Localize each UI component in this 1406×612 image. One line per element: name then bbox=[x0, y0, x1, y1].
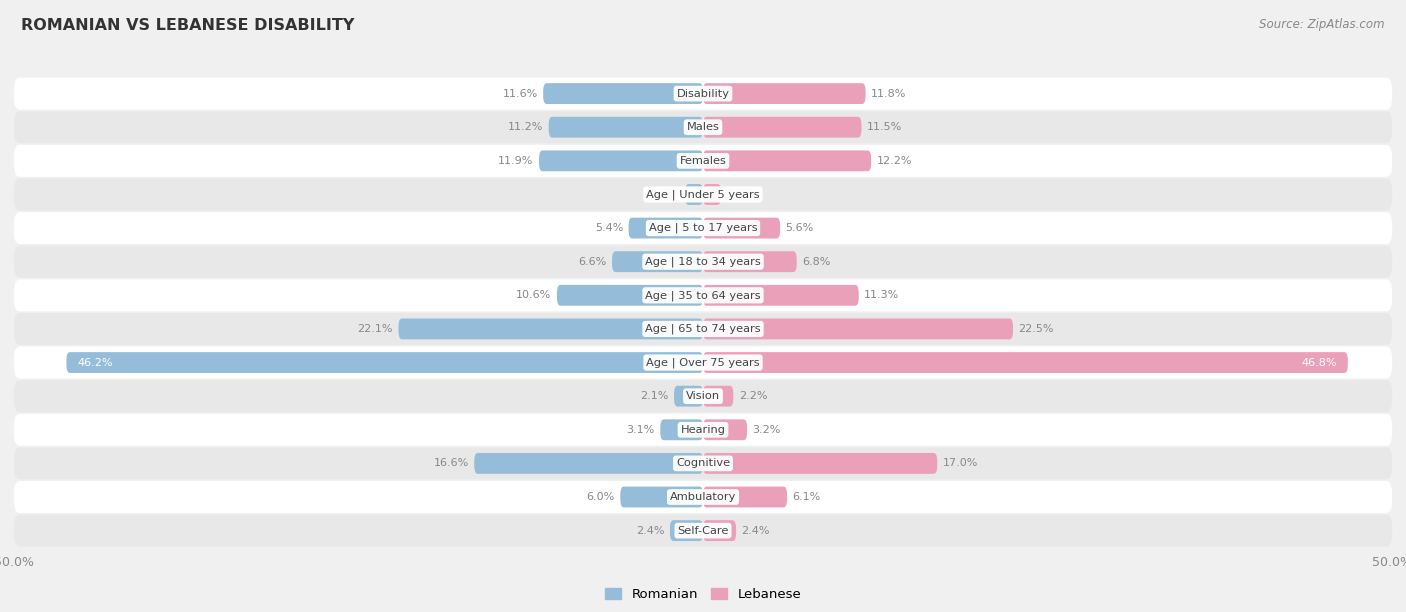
Text: Vision: Vision bbox=[686, 391, 720, 401]
FancyBboxPatch shape bbox=[14, 179, 1392, 211]
FancyBboxPatch shape bbox=[703, 419, 747, 440]
FancyBboxPatch shape bbox=[703, 218, 780, 239]
Text: 6.0%: 6.0% bbox=[586, 492, 614, 502]
Text: 6.1%: 6.1% bbox=[793, 492, 821, 502]
Text: 11.9%: 11.9% bbox=[498, 156, 533, 166]
Text: 46.8%: 46.8% bbox=[1302, 357, 1337, 368]
Text: 3.1%: 3.1% bbox=[627, 425, 655, 435]
Text: Age | Under 5 years: Age | Under 5 years bbox=[647, 189, 759, 200]
FancyBboxPatch shape bbox=[14, 111, 1392, 143]
Text: Age | Over 75 years: Age | Over 75 years bbox=[647, 357, 759, 368]
FancyBboxPatch shape bbox=[398, 318, 703, 339]
Text: Self-Care: Self-Care bbox=[678, 526, 728, 536]
Text: 2.4%: 2.4% bbox=[636, 526, 665, 536]
FancyBboxPatch shape bbox=[14, 346, 1392, 378]
Text: Age | 65 to 74 years: Age | 65 to 74 years bbox=[645, 324, 761, 334]
FancyBboxPatch shape bbox=[685, 184, 703, 205]
Text: Disability: Disability bbox=[676, 89, 730, 99]
FancyBboxPatch shape bbox=[14, 447, 1392, 479]
Text: 2.4%: 2.4% bbox=[741, 526, 770, 536]
Text: 2.2%: 2.2% bbox=[738, 391, 768, 401]
FancyBboxPatch shape bbox=[543, 83, 703, 104]
Text: 6.6%: 6.6% bbox=[578, 256, 606, 267]
FancyBboxPatch shape bbox=[14, 414, 1392, 446]
FancyBboxPatch shape bbox=[669, 520, 703, 541]
FancyBboxPatch shape bbox=[703, 117, 862, 138]
FancyBboxPatch shape bbox=[14, 279, 1392, 312]
Text: Cognitive: Cognitive bbox=[676, 458, 730, 468]
Text: 22.5%: 22.5% bbox=[1018, 324, 1054, 334]
FancyBboxPatch shape bbox=[703, 184, 721, 205]
Text: 11.3%: 11.3% bbox=[865, 290, 900, 300]
Text: 16.6%: 16.6% bbox=[433, 458, 468, 468]
Text: 11.2%: 11.2% bbox=[508, 122, 543, 132]
FancyBboxPatch shape bbox=[673, 386, 703, 406]
FancyBboxPatch shape bbox=[548, 117, 703, 138]
FancyBboxPatch shape bbox=[474, 453, 703, 474]
Text: 11.5%: 11.5% bbox=[868, 122, 903, 132]
FancyBboxPatch shape bbox=[620, 487, 703, 507]
FancyBboxPatch shape bbox=[703, 83, 866, 104]
Text: Source: ZipAtlas.com: Source: ZipAtlas.com bbox=[1260, 18, 1385, 31]
FancyBboxPatch shape bbox=[14, 212, 1392, 244]
Text: 5.4%: 5.4% bbox=[595, 223, 623, 233]
FancyBboxPatch shape bbox=[14, 380, 1392, 412]
FancyBboxPatch shape bbox=[66, 352, 703, 373]
FancyBboxPatch shape bbox=[14, 313, 1392, 345]
Text: 11.6%: 11.6% bbox=[502, 89, 537, 99]
Text: 2.1%: 2.1% bbox=[640, 391, 669, 401]
FancyBboxPatch shape bbox=[612, 252, 703, 272]
Text: Females: Females bbox=[679, 156, 727, 166]
Text: 46.2%: 46.2% bbox=[77, 357, 112, 368]
Text: 5.6%: 5.6% bbox=[786, 223, 814, 233]
Text: 12.2%: 12.2% bbox=[876, 156, 912, 166]
Text: 1.3%: 1.3% bbox=[727, 190, 755, 200]
FancyBboxPatch shape bbox=[14, 515, 1392, 547]
FancyBboxPatch shape bbox=[14, 145, 1392, 177]
Text: 1.3%: 1.3% bbox=[651, 190, 679, 200]
Text: 11.8%: 11.8% bbox=[872, 89, 907, 99]
FancyBboxPatch shape bbox=[661, 419, 703, 440]
Legend: Romanian, Lebanese: Romanian, Lebanese bbox=[599, 583, 807, 606]
FancyBboxPatch shape bbox=[703, 352, 1348, 373]
FancyBboxPatch shape bbox=[14, 78, 1392, 110]
FancyBboxPatch shape bbox=[703, 487, 787, 507]
Text: Ambulatory: Ambulatory bbox=[669, 492, 737, 502]
Text: Hearing: Hearing bbox=[681, 425, 725, 435]
FancyBboxPatch shape bbox=[703, 520, 737, 541]
FancyBboxPatch shape bbox=[628, 218, 703, 239]
FancyBboxPatch shape bbox=[538, 151, 703, 171]
Text: Age | 18 to 34 years: Age | 18 to 34 years bbox=[645, 256, 761, 267]
FancyBboxPatch shape bbox=[703, 453, 938, 474]
FancyBboxPatch shape bbox=[703, 386, 734, 406]
FancyBboxPatch shape bbox=[703, 318, 1012, 339]
Text: 22.1%: 22.1% bbox=[357, 324, 392, 334]
FancyBboxPatch shape bbox=[557, 285, 703, 306]
FancyBboxPatch shape bbox=[703, 285, 859, 306]
Text: ROMANIAN VS LEBANESE DISABILITY: ROMANIAN VS LEBANESE DISABILITY bbox=[21, 18, 354, 34]
Text: 3.2%: 3.2% bbox=[752, 425, 780, 435]
FancyBboxPatch shape bbox=[14, 481, 1392, 513]
Text: 17.0%: 17.0% bbox=[943, 458, 979, 468]
Text: Age | 35 to 64 years: Age | 35 to 64 years bbox=[645, 290, 761, 300]
Text: 10.6%: 10.6% bbox=[516, 290, 551, 300]
Text: 6.8%: 6.8% bbox=[803, 256, 831, 267]
FancyBboxPatch shape bbox=[703, 252, 797, 272]
Text: Males: Males bbox=[686, 122, 720, 132]
FancyBboxPatch shape bbox=[703, 151, 872, 171]
Text: Age | 5 to 17 years: Age | 5 to 17 years bbox=[648, 223, 758, 233]
FancyBboxPatch shape bbox=[14, 246, 1392, 278]
